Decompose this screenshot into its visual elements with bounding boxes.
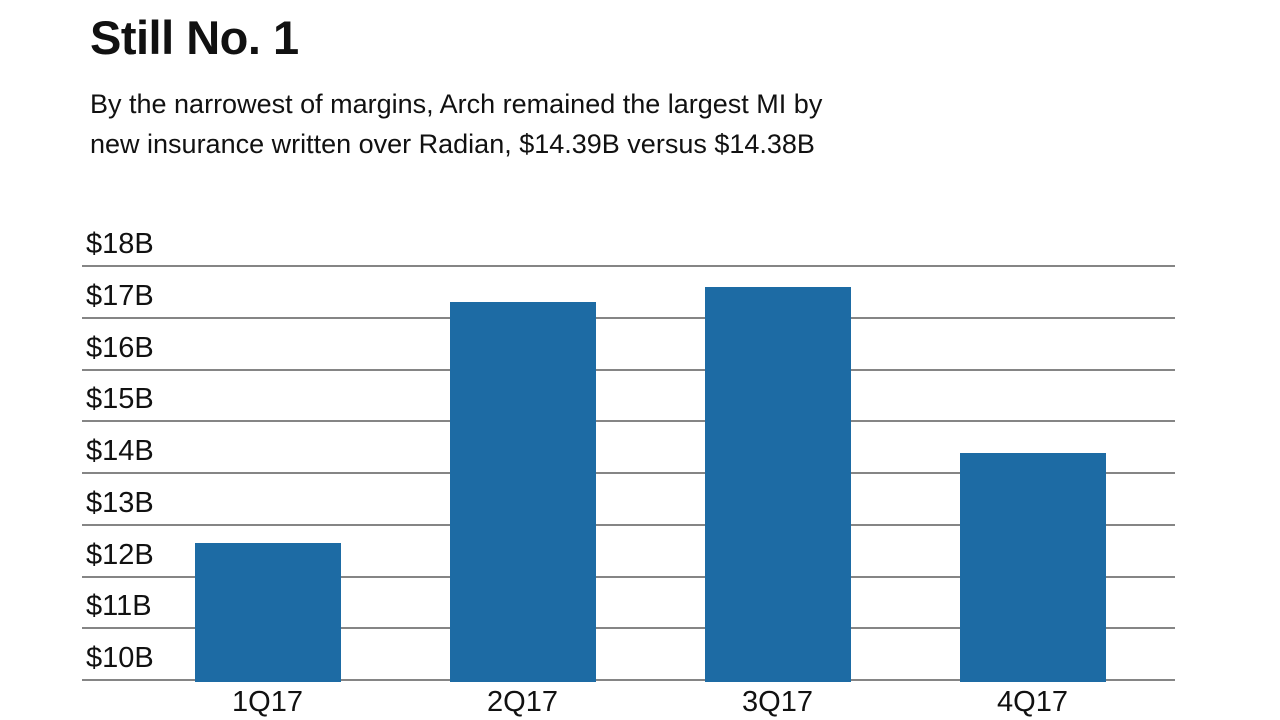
gridline bbox=[82, 368, 1175, 371]
y-axis-tick-label: $15B bbox=[86, 383, 154, 416]
bar-4q17 bbox=[959, 452, 1106, 682]
y-axis-tick-label: $12B bbox=[86, 538, 154, 571]
y-axis-tick-label: $11B bbox=[86, 590, 152, 623]
gridline bbox=[82, 265, 1175, 267]
x-axis-tick-label: 3Q17 bbox=[742, 686, 813, 718]
gridline bbox=[82, 679, 1175, 681]
gridline bbox=[82, 575, 1175, 578]
x-axis-tick-label: 4Q17 bbox=[997, 686, 1068, 718]
y-axis-tick-label: $14B bbox=[86, 435, 154, 467]
gridline bbox=[82, 420, 1175, 423]
bar-2q17 bbox=[449, 302, 596, 682]
bar-3q17 bbox=[704, 286, 851, 682]
y-axis-tick-label: $13B bbox=[86, 486, 154, 519]
gridline bbox=[82, 472, 1175, 474]
gridline bbox=[82, 316, 1175, 319]
bar-1q17 bbox=[194, 542, 341, 682]
y-axis-tick-label: $16B bbox=[86, 331, 154, 364]
chart-title: Still No. 1 bbox=[90, 11, 299, 64]
gridline bbox=[82, 523, 1175, 526]
y-axis-tick-label: $10B bbox=[86, 642, 154, 674]
gridline bbox=[82, 627, 1175, 630]
y-axis-tick-label: $18B bbox=[86, 228, 154, 260]
y-axis-tick-label: $17B bbox=[86, 279, 154, 312]
chart-subtitle: By the narrowest of margins, Arch remain… bbox=[90, 89, 823, 159]
x-axis-tick-label: 1Q17 bbox=[232, 686, 303, 718]
x-axis-tick-label: 2Q17 bbox=[487, 686, 558, 718]
